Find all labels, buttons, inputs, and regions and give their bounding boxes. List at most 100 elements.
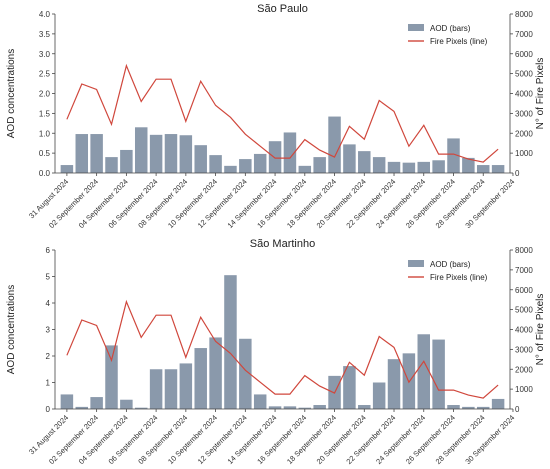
right-tick-label: 6000: [515, 50, 533, 59]
left-tick-label: 0: [46, 405, 51, 414]
aod-bar: [462, 157, 475, 173]
left-tick-label: 1.0: [39, 129, 51, 138]
aod-bar: [387, 359, 401, 409]
aod-bar: [298, 165, 312, 173]
aod-bar: [149, 134, 163, 173]
aod-bar: [224, 165, 237, 173]
aod-bar: [90, 397, 103, 409]
aod-bar: [179, 135, 193, 173]
aod-bar: [447, 405, 460, 409]
right-tick-label: 5000: [515, 306, 533, 315]
aod-bar: [432, 160, 445, 173]
aod-bar: [75, 134, 89, 173]
aod-bar: [491, 398, 505, 409]
right-tick-label: 2000: [515, 129, 533, 138]
chart-title: São Martinho: [250, 238, 315, 250]
right-tick-label: 3000: [515, 109, 533, 118]
aod-bar: [476, 165, 490, 173]
right-tick-label: 3000: [515, 345, 533, 354]
panel-sao-paulo: São Paulo 0.0 0.5 1.0 1.5 2.0 2.5 3.0 3.5 4.0 0 100…: [6, 3, 546, 230]
chart-title: São Paulo: [257, 3, 308, 15]
aod-bar: [60, 165, 74, 173]
aod-bar: [343, 144, 356, 173]
aod-bar: [90, 134, 103, 173]
legend-bars-label: AOD (bars): [430, 24, 471, 33]
fire-pixels-line: [66, 299, 499, 399]
aod-bar: [358, 151, 371, 173]
aod-bar: [134, 127, 148, 173]
aod-bar: [402, 162, 416, 173]
panel-sao-martinho: São Martinho 0 1 2 3 4 5 6 0 1000 2000 3000 4000 5000…: [6, 238, 546, 466]
legend-bar-swatch: [408, 24, 424, 31]
y-axis-label-right: N° of Fire Pixels: [535, 58, 546, 130]
aod-bar: [253, 153, 267, 173]
aod-bar: [179, 363, 193, 409]
aod-bar: [268, 406, 282, 409]
left-tick-label: 1: [46, 379, 51, 388]
aod-bar: [239, 338, 252, 409]
left-tick-label: 6: [46, 246, 51, 255]
aod-bar: [105, 157, 118, 173]
right-tick-label: 1000: [515, 385, 533, 394]
aod-bar: [239, 159, 252, 173]
right-tick-label: 0: [515, 169, 520, 178]
left-tick-label: 4.0: [39, 10, 51, 19]
aod-bar: [358, 405, 371, 409]
aod-bar: [328, 116, 341, 173]
aod-bar: [283, 406, 297, 409]
y-axis-label: AOD concentrations: [6, 49, 17, 139]
aod-bar: [432, 339, 445, 409]
aod-bar: [164, 134, 178, 173]
left-tick-label: 4: [46, 299, 51, 308]
fire-pixels-line: [66, 63, 499, 163]
aod-bar: [447, 138, 460, 173]
aod-bar: [476, 406, 490, 409]
aod-bar: [134, 407, 148, 409]
left-tick-label: 3.0: [39, 50, 51, 59]
right-tick-label: 7000: [515, 266, 533, 275]
legend-line-label: Fire Pixels (line): [430, 273, 488, 282]
aod-bar: [253, 394, 267, 409]
left-tick-label: 2.0: [39, 90, 51, 99]
right-tick-label: 7000: [515, 30, 533, 39]
right-tick-label: 8000: [515, 246, 533, 255]
y-axis-label: AOD concentrations: [6, 285, 17, 375]
right-tick-label: 6000: [515, 286, 533, 295]
y-axis-label-right: N° of Fire Pixels: [535, 294, 546, 366]
aod-bar: [387, 161, 401, 173]
aod-bar: [120, 399, 133, 409]
aod-bar: [313, 405, 326, 409]
left-tick-label: 0.5: [39, 149, 51, 158]
left-tick-label: 0.0: [39, 169, 51, 178]
aod-bar: [224, 275, 237, 409]
right-tick-label: 2000: [515, 365, 533, 374]
aod-bar: [298, 407, 312, 409]
aod-bar: [417, 334, 431, 409]
right-tick-label: 4000: [515, 90, 533, 99]
aod-bar: [268, 141, 282, 173]
right-tick-label: 0: [515, 405, 520, 414]
right-tick-label: 8000: [515, 10, 533, 19]
aod-bar: [75, 406, 89, 409]
aod-bar: [194, 348, 207, 409]
left-tick-label: 1.5: [39, 109, 51, 118]
left-tick-label: 3: [46, 326, 51, 335]
aod-bar: [462, 406, 475, 409]
aod-bar: [60, 394, 74, 409]
right-tick-label: 1000: [515, 149, 533, 158]
aod-bar: [194, 145, 207, 173]
aod-bar: [120, 149, 133, 173]
left-tick-label: 2.5: [39, 70, 51, 79]
legend-line-label: Fire Pixels (line): [430, 37, 488, 46]
aod-bar: [372, 382, 386, 409]
aod-bar: [491, 165, 505, 173]
aod-bar: [149, 369, 163, 409]
legend-bars-label: AOD (bars): [430, 260, 471, 269]
left-tick-label: 2: [46, 352, 51, 361]
aod-bar: [313, 157, 326, 173]
aod-bar: [105, 345, 118, 409]
legend-bar-swatch: [408, 260, 424, 267]
aod-bar: [372, 157, 386, 173]
right-tick-label: 4000: [515, 326, 533, 335]
